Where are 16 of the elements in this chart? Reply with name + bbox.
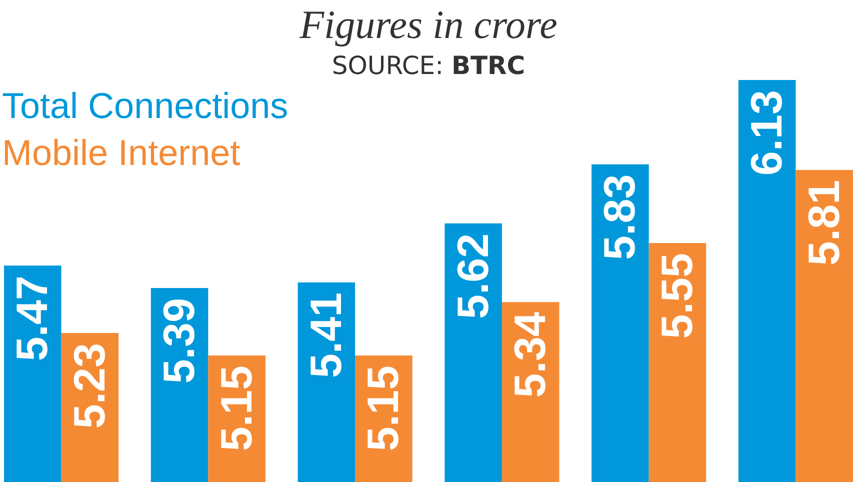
chart-title: Figures in crore	[298, 2, 558, 47]
data-label: 5.81	[800, 180, 849, 266]
data-label: 6.13	[742, 90, 792, 176]
data-label: 5.83	[596, 174, 645, 260]
data-label: 5.62	[448, 233, 498, 320]
data-label: 5.34	[506, 312, 556, 398]
data-label: 5.15	[359, 365, 408, 452]
source-note: SOURCE: BTRC	[332, 51, 526, 80]
data-label: 5.15	[212, 365, 262, 452]
data-label: 5.55	[652, 253, 702, 339]
data-label: 5.41	[302, 292, 351, 378]
data-label: 5.47	[8, 276, 58, 362]
data-label: 5.39	[155, 298, 204, 384]
data-label: 5.23	[65, 343, 114, 429]
text: Total Connections	[2, 85, 288, 126]
text: Mobile Internet	[2, 132, 240, 173]
